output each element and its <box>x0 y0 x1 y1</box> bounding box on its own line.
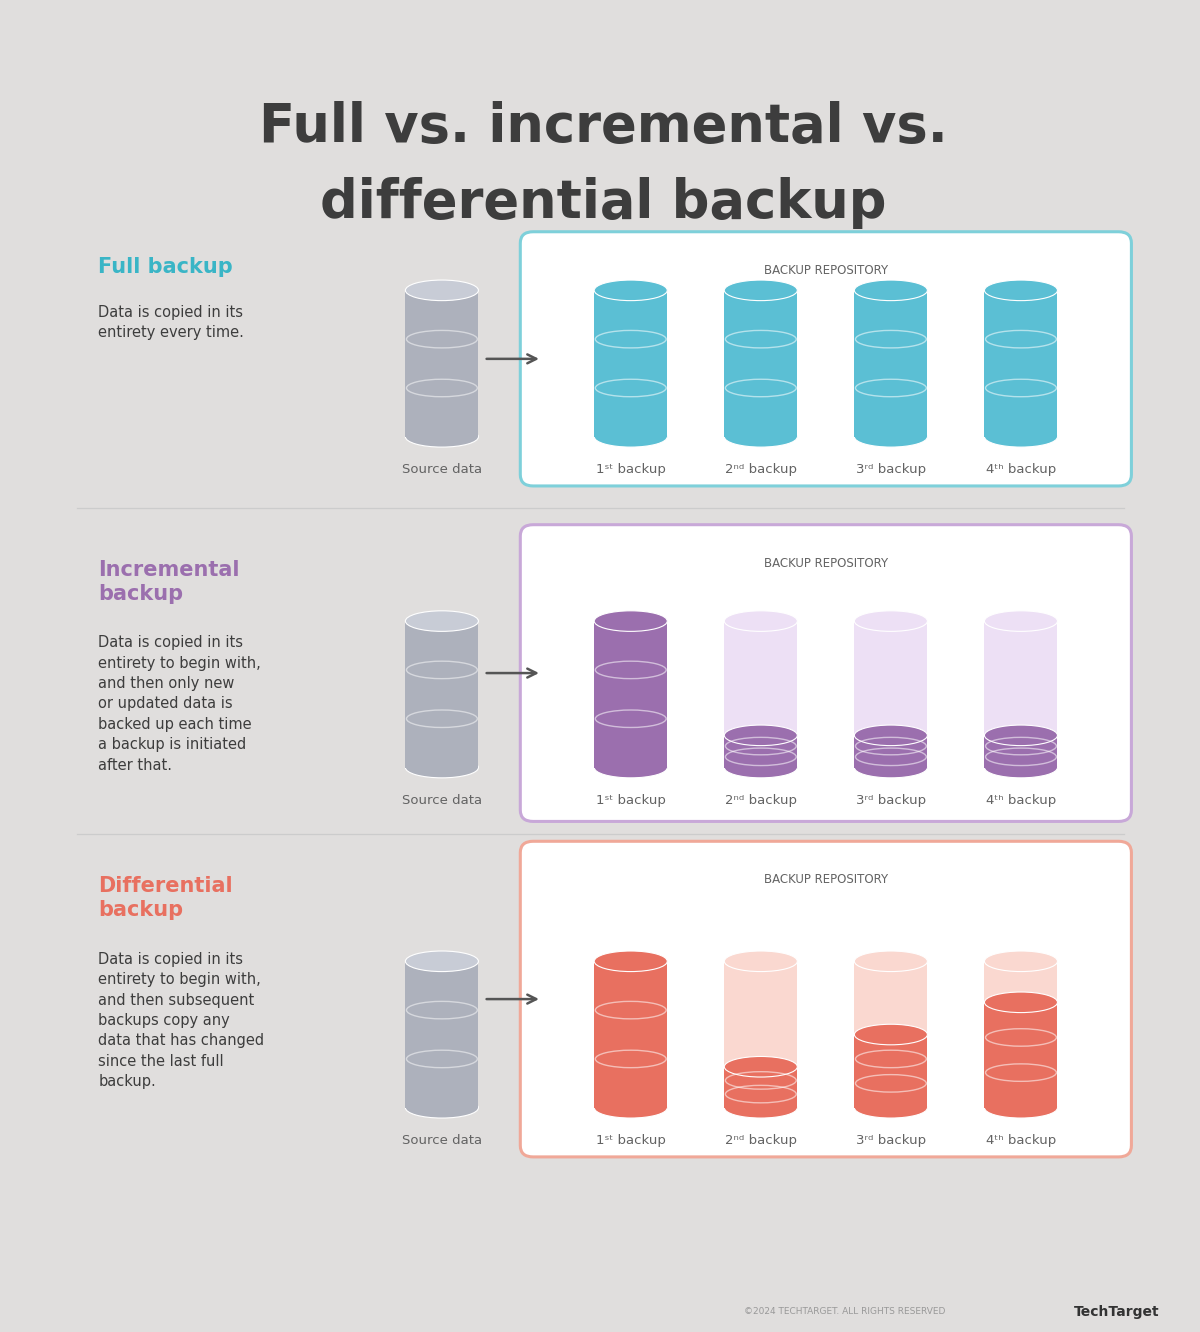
Text: Incremental
backup: Incremental backup <box>98 559 240 603</box>
Ellipse shape <box>854 426 928 448</box>
Text: 4ᵗʰ backup: 4ᵗʰ backup <box>986 1135 1056 1147</box>
Ellipse shape <box>406 951 479 971</box>
Ellipse shape <box>594 758 667 778</box>
Polygon shape <box>406 962 479 1108</box>
Text: 1ˢᵗ backup: 1ˢᵗ backup <box>596 794 666 807</box>
Polygon shape <box>984 962 1057 1002</box>
Ellipse shape <box>725 1098 797 1118</box>
Ellipse shape <box>406 611 479 631</box>
Polygon shape <box>725 290 797 437</box>
Ellipse shape <box>406 426 479 448</box>
Ellipse shape <box>725 426 797 448</box>
Ellipse shape <box>854 1098 928 1118</box>
Text: 2ⁿᵈ backup: 2ⁿᵈ backup <box>725 794 797 807</box>
Text: 1ˢᵗ backup: 1ˢᵗ backup <box>596 464 666 477</box>
FancyBboxPatch shape <box>521 232 1132 486</box>
Text: 2ⁿᵈ backup: 2ⁿᵈ backup <box>725 464 797 477</box>
Polygon shape <box>725 621 797 735</box>
Ellipse shape <box>594 951 667 971</box>
Ellipse shape <box>984 992 1057 1012</box>
Text: BACKUP REPOSITORY: BACKUP REPOSITORY <box>763 557 888 570</box>
FancyBboxPatch shape <box>521 842 1132 1158</box>
Ellipse shape <box>725 280 797 301</box>
Polygon shape <box>594 621 667 767</box>
Polygon shape <box>725 962 797 1067</box>
Ellipse shape <box>406 758 479 778</box>
Ellipse shape <box>725 758 797 778</box>
Ellipse shape <box>406 1098 479 1118</box>
Ellipse shape <box>594 1098 667 1118</box>
Ellipse shape <box>984 758 1057 778</box>
Text: 1ˢᵗ backup: 1ˢᵗ backup <box>596 1135 666 1147</box>
Text: Data is copied in its
entirety to begin with,
and then only new
or updated data : Data is copied in its entirety to begin … <box>98 635 260 773</box>
Text: differential backup: differential backup <box>319 177 887 229</box>
Ellipse shape <box>984 951 1057 971</box>
Text: Data is copied in its
entirety every time.: Data is copied in its entirety every tim… <box>98 305 244 340</box>
Polygon shape <box>406 290 479 437</box>
Ellipse shape <box>854 758 928 778</box>
Ellipse shape <box>594 426 667 448</box>
Ellipse shape <box>854 280 928 301</box>
Ellipse shape <box>594 280 667 301</box>
Ellipse shape <box>984 725 1057 746</box>
Polygon shape <box>984 290 1057 437</box>
Ellipse shape <box>725 951 797 971</box>
Ellipse shape <box>984 280 1057 301</box>
Polygon shape <box>725 1067 797 1108</box>
Ellipse shape <box>984 1098 1057 1118</box>
Text: 3ʳᵈ backup: 3ʳᵈ backup <box>856 464 926 477</box>
Polygon shape <box>984 1002 1057 1108</box>
Text: 3ʳᵈ backup: 3ʳᵈ backup <box>856 794 926 807</box>
Polygon shape <box>854 735 928 767</box>
Polygon shape <box>854 962 928 1035</box>
Ellipse shape <box>984 426 1057 448</box>
Polygon shape <box>725 735 797 767</box>
Text: 4ᵗʰ backup: 4ᵗʰ backup <box>986 794 1056 807</box>
Polygon shape <box>594 962 667 1108</box>
Text: 2ⁿᵈ backup: 2ⁿᵈ backup <box>725 1135 797 1147</box>
Ellipse shape <box>984 611 1057 631</box>
Text: Source data: Source data <box>402 794 482 807</box>
Ellipse shape <box>854 725 928 746</box>
Polygon shape <box>406 621 479 767</box>
Text: Differential
backup: Differential backup <box>98 876 233 920</box>
Polygon shape <box>984 735 1057 767</box>
Text: BACKUP REPOSITORY: BACKUP REPOSITORY <box>763 874 888 886</box>
Text: 4ᵗʰ backup: 4ᵗʰ backup <box>986 464 1056 477</box>
Ellipse shape <box>725 725 797 746</box>
Text: Source data: Source data <box>402 464 482 477</box>
Ellipse shape <box>854 951 928 971</box>
Polygon shape <box>854 1035 928 1108</box>
Ellipse shape <box>406 280 479 301</box>
Ellipse shape <box>725 611 797 631</box>
Ellipse shape <box>725 1056 797 1078</box>
FancyBboxPatch shape <box>521 525 1132 822</box>
Polygon shape <box>594 290 667 437</box>
Polygon shape <box>984 621 1057 735</box>
Text: Source data: Source data <box>402 1135 482 1147</box>
Ellipse shape <box>854 1024 928 1044</box>
Text: ©2024 TECHTARGET. ALL RIGHTS RESERVED: ©2024 TECHTARGET. ALL RIGHTS RESERVED <box>744 1307 946 1316</box>
Ellipse shape <box>854 611 928 631</box>
Text: 3ʳᵈ backup: 3ʳᵈ backup <box>856 1135 926 1147</box>
Text: Full vs. incremental vs.: Full vs. incremental vs. <box>259 101 947 153</box>
Ellipse shape <box>594 611 667 631</box>
Text: TechTarget: TechTarget <box>1074 1304 1159 1319</box>
Text: BACKUP REPOSITORY: BACKUP REPOSITORY <box>763 264 888 277</box>
Polygon shape <box>854 621 928 735</box>
Text: Full backup: Full backup <box>98 257 233 277</box>
Text: Data is copied in its
entirety to begin with,
and then subsequent
backups copy a: Data is copied in its entirety to begin … <box>98 952 264 1090</box>
Polygon shape <box>854 290 928 437</box>
